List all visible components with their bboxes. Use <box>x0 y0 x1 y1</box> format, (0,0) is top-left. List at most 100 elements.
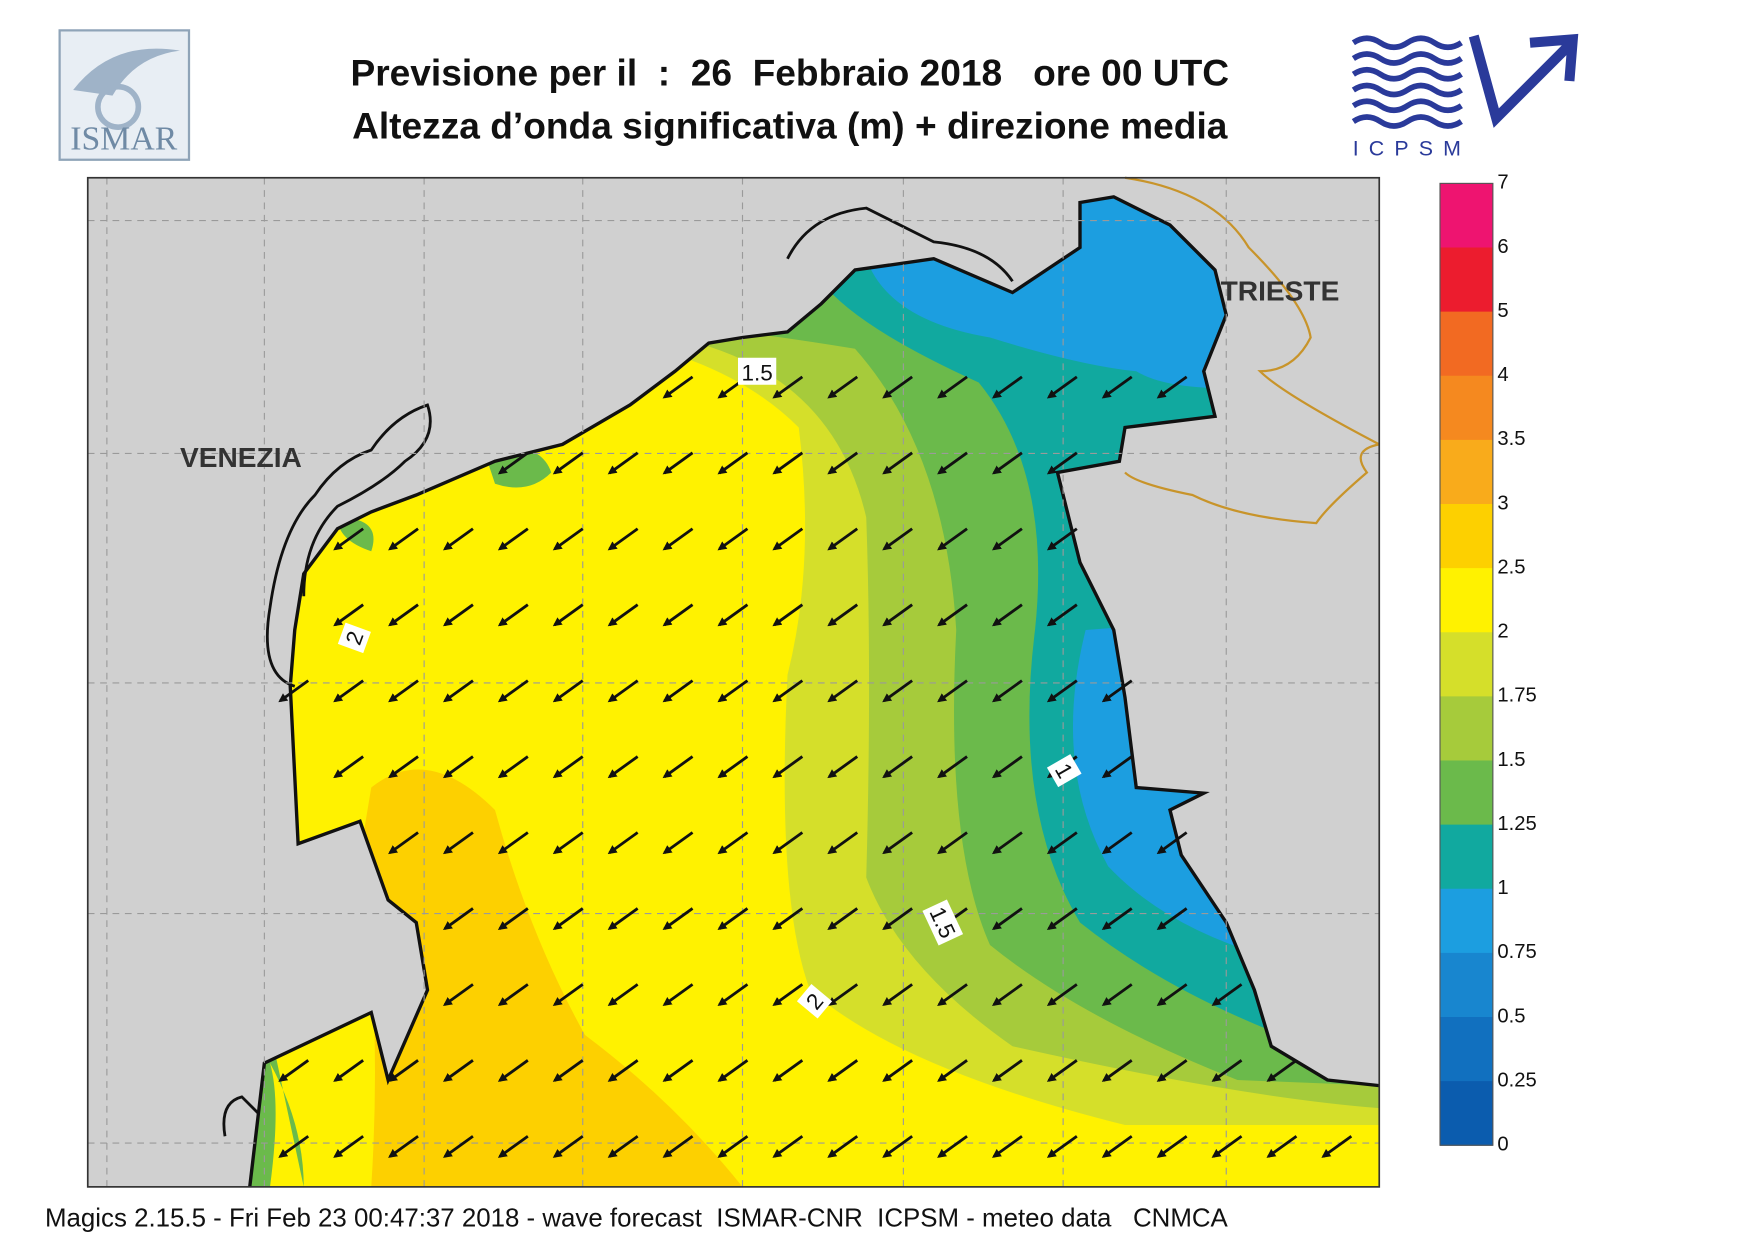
colorbar-label: 1 <box>1497 877 1508 899</box>
arrow <box>1046 451 1078 475</box>
arrow <box>1101 831 1133 855</box>
arrow <box>497 755 529 779</box>
arrow <box>991 451 1023 475</box>
arrow <box>497 679 529 703</box>
arrow <box>662 755 694 779</box>
arrow <box>1101 375 1133 399</box>
logo-ismar: ISMAR <box>58 29 191 161</box>
arrow <box>717 1135 749 1158</box>
region-2.5-3 <box>360 769 743 1187</box>
arrow <box>882 603 913 627</box>
map-frame <box>86 176 1381 1188</box>
colorbar-band <box>1440 568 1493 633</box>
arrow <box>1101 755 1133 779</box>
arrow <box>991 679 1023 703</box>
colorbar-band <box>1440 888 1493 954</box>
arrow <box>882 755 913 779</box>
arrow <box>827 527 859 551</box>
colorbar-label: 4 <box>1497 364 1508 386</box>
arrow <box>1046 527 1078 551</box>
arrow <box>827 755 859 779</box>
arrow <box>1046 1135 1078 1158</box>
arrow <box>607 983 639 1006</box>
arrow <box>388 1135 419 1158</box>
city-label: TRIESTE <box>1221 275 1340 306</box>
arrow <box>662 679 694 703</box>
arrow <box>991 983 1023 1006</box>
colorbar-band <box>1440 247 1493 313</box>
arrow <box>1156 375 1188 399</box>
colorbar-label: 2 <box>1497 621 1508 643</box>
arrow <box>388 1059 419 1082</box>
arrow <box>552 1059 584 1082</box>
colorbar-label: 0.5 <box>1497 1005 1525 1027</box>
arrow <box>1321 1135 1353 1158</box>
arrow <box>827 451 859 475</box>
arrow <box>991 755 1023 779</box>
arrow <box>552 527 584 551</box>
arrow <box>717 1059 749 1082</box>
arrow <box>552 983 584 1006</box>
arrow <box>662 983 694 1006</box>
arrow <box>717 679 749 703</box>
arrow <box>1101 1059 1133 1082</box>
arrow <box>388 831 419 855</box>
arrow <box>772 907 804 931</box>
border <box>1124 176 1380 525</box>
arrow <box>882 831 913 855</box>
arrow <box>1101 679 1133 703</box>
arrow <box>662 907 694 931</box>
arrow <box>497 1059 529 1082</box>
arrow <box>1156 983 1188 1006</box>
colorbar-label: 0 <box>1497 1134 1508 1156</box>
arrow <box>1156 907 1188 931</box>
arrow <box>882 451 913 475</box>
arrow <box>333 1135 364 1158</box>
arrow <box>1046 983 1078 1006</box>
arrow <box>333 1059 364 1082</box>
arrow <box>388 603 419 627</box>
arrow <box>278 1135 310 1158</box>
arrow <box>662 1135 694 1158</box>
arrow <box>937 679 968 703</box>
arrow <box>662 375 694 399</box>
arrow <box>607 907 639 931</box>
arrow <box>278 679 310 703</box>
arrow <box>882 527 913 551</box>
arrow <box>772 451 804 475</box>
arrow <box>882 375 913 399</box>
arrow <box>607 831 639 855</box>
colorbar-band <box>1440 696 1493 762</box>
colorbar-band <box>1440 760 1493 826</box>
arrow <box>937 755 968 779</box>
arrow <box>937 983 968 1006</box>
arrow <box>1156 1059 1188 1082</box>
arrow <box>937 1059 968 1082</box>
arrow <box>937 1135 968 1158</box>
colorbar-band <box>1440 632 1493 697</box>
arrow <box>333 527 364 551</box>
arrow <box>772 983 804 1006</box>
colorbar-label: 6 <box>1497 236 1508 258</box>
arrow <box>991 603 1023 627</box>
arrow <box>717 451 749 475</box>
arrow <box>497 831 529 855</box>
arrow <box>827 907 859 931</box>
arrow <box>1046 1059 1078 1082</box>
arrow <box>497 451 529 475</box>
arrow <box>882 983 913 1006</box>
city-label: VENEZIA <box>180 442 302 473</box>
colorbar-band <box>1440 824 1493 890</box>
colorbar-label: 1.25 <box>1497 813 1536 835</box>
arrow <box>388 679 419 703</box>
arrow <box>333 603 364 627</box>
arrow <box>442 1135 474 1158</box>
colorbar: 7 6 5 4 3.5 3 2.5 2 1.75 1.5 1.25 1 0.75 0.5 0.25 0 <box>1439 172 1537 1156</box>
arrow <box>497 907 529 931</box>
arrow <box>1046 679 1078 703</box>
title-line2: Altezza d’onda significativa (m) + direz… <box>352 104 1228 146</box>
arrow <box>827 983 859 1006</box>
arrow <box>662 603 694 627</box>
